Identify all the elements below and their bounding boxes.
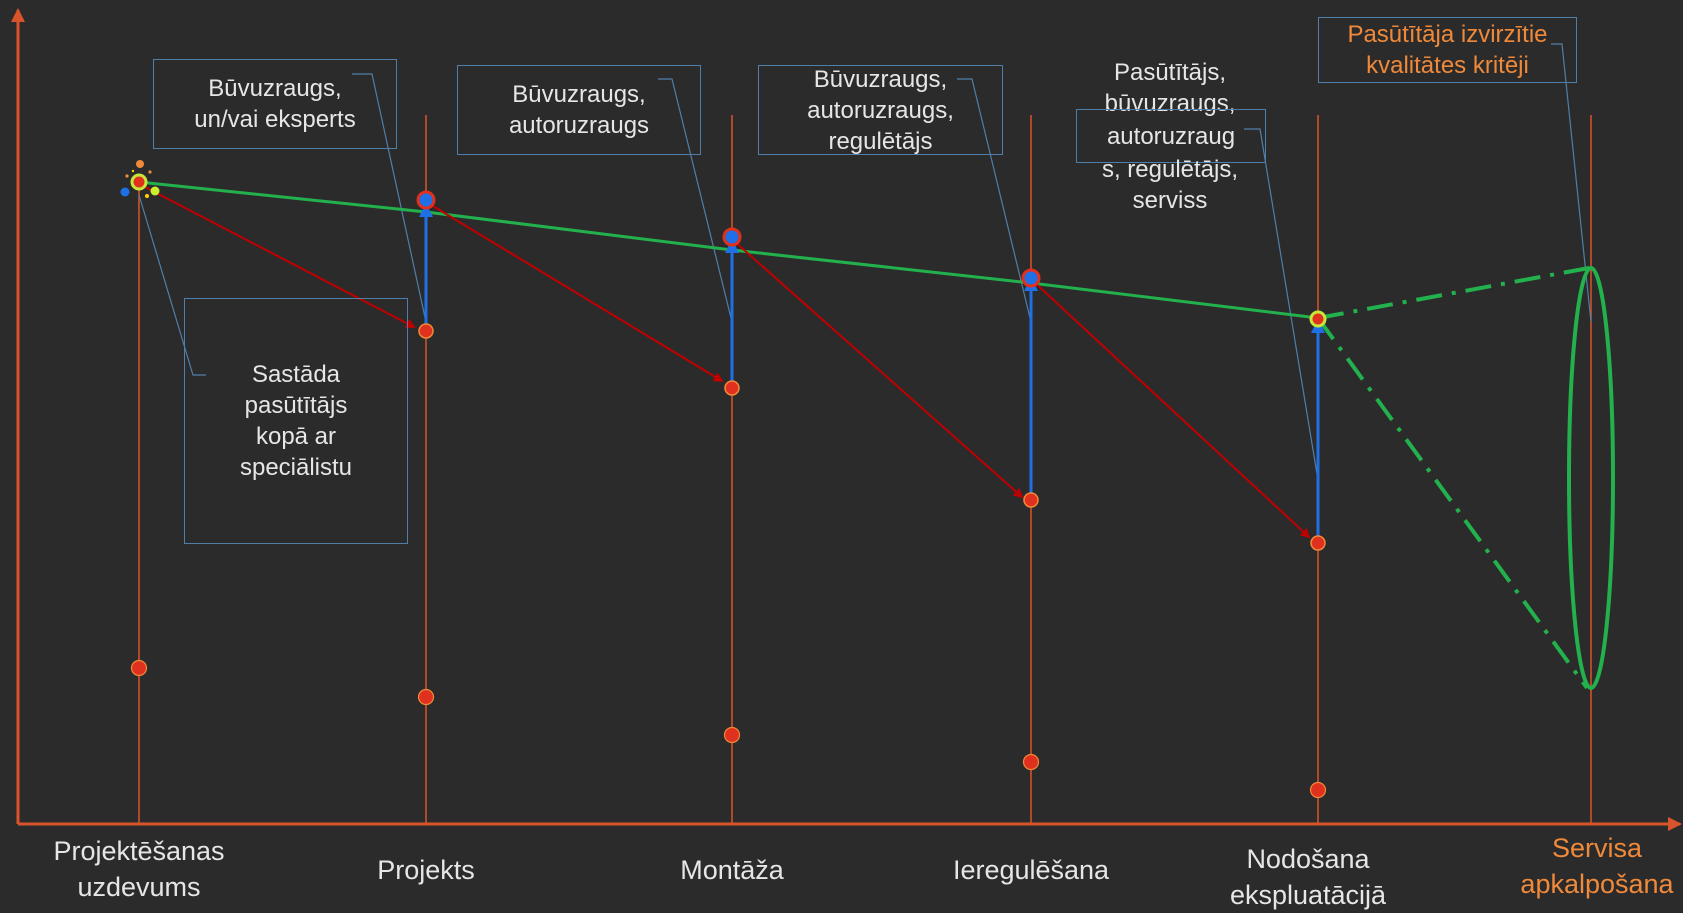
- leader-c4: [1244, 128, 1319, 481]
- stage-label-projektesanas-uzdevums: Projektēšanas uzdevums: [53, 836, 225, 902]
- baseline-dot-3: [723, 726, 741, 744]
- baseline-dot-2: [417, 688, 435, 706]
- start-node-sparkle: [120, 160, 160, 198]
- callout-sastada-pasutitajs: Sastāda pasūtītājs kopā ar speciālistu: [184, 298, 408, 544]
- node-deviation-3: [1023, 492, 1039, 508]
- baseline-dot-4: [1022, 753, 1040, 771]
- node-deviation-1: [418, 323, 434, 339]
- leader-c1: [352, 73, 427, 323]
- leader-c5: [1551, 43, 1592, 323]
- callout-kvalitates-kriteji: Pasūtītāja izvirzītie kvalitātes kritēji: [1318, 17, 1577, 83]
- stage-label-montaza: Montāža: [680, 855, 784, 885]
- red-arrow-4: [1032, 280, 1311, 539]
- node-deviation-4: [1310, 535, 1326, 551]
- green-target-ellipse: [1567, 266, 1615, 690]
- leader-c2: [658, 78, 733, 323]
- callout-buvuzraugs-eksperts: Būvuzraugs, un/vai eksperts: [153, 59, 397, 149]
- red-arrow-2: [427, 202, 724, 383]
- stage-label-projekts: Projekts: [377, 855, 475, 885]
- callout-pasutitajs-text-bottom: s, regulētājs, serviss: [1101, 156, 1239, 214]
- green-dashdot-upper: [1317, 266, 1590, 320]
- node-corrected-3: [1021, 268, 1041, 288]
- callout-buvuzraugs-autoruzraugs-reguletajs: Būvuzraugs, autoruzraugs, regulētājs: [758, 65, 1003, 155]
- node-corrected-1: [416, 190, 436, 210]
- callout-pasutitajs-text-top: Pasūtītājs, būvuzraugs,: [1104, 59, 1236, 117]
- node-handover: [1309, 310, 1327, 328]
- stage-label-ieregulesana: Ieregulēšana: [952, 855, 1110, 885]
- callout-pasutitajs-box: autoruzraug: [1076, 109, 1266, 163]
- red-arrow-1: [140, 184, 416, 328]
- leader-c3: [957, 78, 1032, 323]
- green-dashdot-lower: [1316, 316, 1589, 690]
- baseline-dot-5: [1309, 781, 1327, 799]
- stage-label-nodosana: Nodošana ekspluatācijā: [1229, 844, 1387, 910]
- node-deviation-2: [724, 380, 740, 396]
- leader-c6: [138, 194, 206, 376]
- baseline-dot-1: [130, 659, 148, 677]
- callout-buvuzraugs-autoruzraugs: Būvuzraugs, autoruzraugs: [457, 65, 701, 155]
- stage-label-servisa-apkalposana: Servisa apkalpošana: [1520, 833, 1674, 899]
- node-corrected-2: [722, 227, 742, 247]
- red-arrow-3: [733, 240, 1024, 499]
